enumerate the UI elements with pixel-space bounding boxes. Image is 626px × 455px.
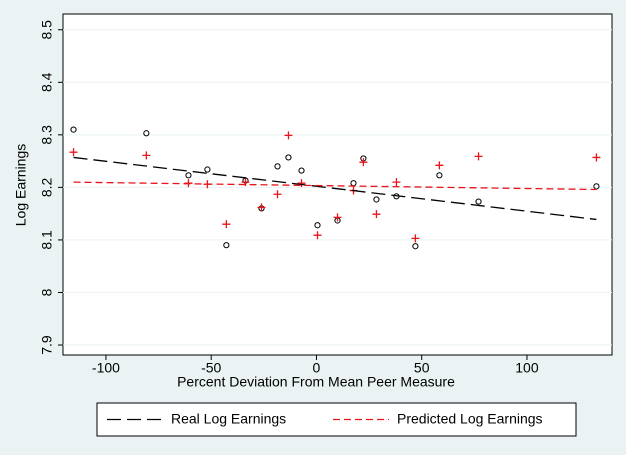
point bbox=[222, 220, 231, 229]
point bbox=[436, 172, 443, 179]
point bbox=[285, 154, 292, 161]
x-tick-label: -100 bbox=[92, 360, 120, 376]
y-tick-label: 8.2 bbox=[39, 177, 55, 197]
x-axis-label: Percent Deviation From Mean Peer Measure bbox=[177, 374, 455, 390]
point bbox=[412, 243, 419, 250]
point bbox=[298, 167, 305, 174]
point bbox=[223, 242, 230, 249]
point bbox=[274, 163, 281, 170]
point bbox=[69, 148, 78, 157]
point bbox=[284, 131, 293, 140]
point bbox=[435, 161, 444, 170]
legend-label: Real Log Earnings bbox=[171, 411, 286, 427]
point bbox=[372, 210, 381, 219]
y-tick-label: 8 bbox=[39, 288, 55, 296]
point bbox=[592, 153, 601, 162]
point bbox=[359, 158, 368, 167]
point bbox=[142, 151, 151, 160]
point bbox=[333, 213, 342, 222]
fit-line bbox=[73, 181, 597, 191]
y-axis-label: Log Earnings bbox=[13, 144, 29, 227]
point bbox=[185, 172, 192, 179]
y-tick-label: 7.9 bbox=[39, 335, 55, 355]
point bbox=[297, 179, 306, 188]
point bbox=[392, 178, 401, 187]
point bbox=[70, 126, 77, 133]
point bbox=[273, 190, 282, 199]
point bbox=[313, 231, 322, 240]
x-tick-label: 50 bbox=[414, 360, 430, 376]
x-tick-label: 100 bbox=[515, 360, 539, 376]
point bbox=[257, 203, 266, 212]
y-tick-label: 8.1 bbox=[39, 230, 55, 250]
point bbox=[474, 152, 483, 161]
point bbox=[411, 234, 420, 243]
x-tick-label: 0 bbox=[313, 360, 321, 376]
point bbox=[314, 222, 321, 229]
y-tick-label: 8.3 bbox=[39, 125, 55, 145]
plot-area bbox=[62, 13, 613, 356]
x-tick-label: -50 bbox=[201, 360, 221, 376]
fit-line bbox=[73, 156, 597, 221]
point bbox=[241, 178, 250, 187]
point bbox=[204, 166, 211, 173]
y-tick-label: 8.4 bbox=[39, 72, 55, 92]
y-tick-label: 8.5 bbox=[39, 20, 55, 40]
point bbox=[475, 198, 482, 205]
point bbox=[143, 130, 150, 137]
point bbox=[373, 196, 380, 203]
legend-label: Predicted Log Earnings bbox=[397, 411, 543, 427]
